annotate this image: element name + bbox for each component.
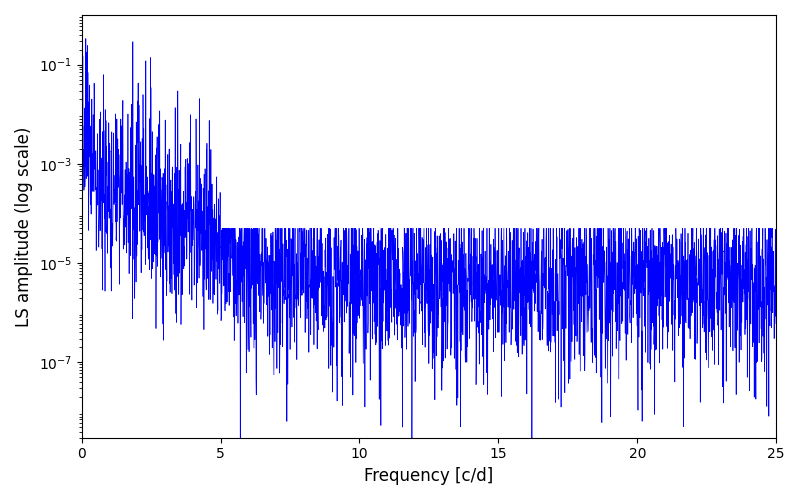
Y-axis label: LS amplitude (log scale): LS amplitude (log scale) <box>15 126 33 326</box>
X-axis label: Frequency [c/d]: Frequency [c/d] <box>364 467 494 485</box>
